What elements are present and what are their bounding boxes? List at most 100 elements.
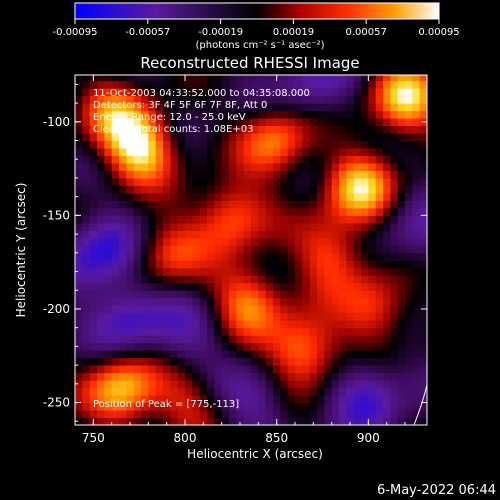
- heatmap-cell: [390, 297, 399, 306]
- heatmap-cell: [412, 245, 421, 254]
- heatmap-cell: [383, 260, 391, 269]
- heatmap-cell: [97, 230, 105, 239]
- heatmap-cell: [383, 80, 391, 89]
- heatmap-cell: [405, 357, 413, 366]
- heatmap-cell: [185, 380, 193, 389]
- heatmap-cell: [339, 312, 347, 321]
- heatmap-cell: [265, 290, 274, 299]
- heatmap-cell: [265, 312, 274, 321]
- heatmap-cell: [236, 350, 245, 359]
- heatmap-cell: [236, 147, 245, 156]
- heatmap-cell: [111, 275, 120, 284]
- heatmap-cell: [273, 282, 281, 291]
- heatmap-cell: [390, 215, 399, 224]
- heatmap-cell: [302, 275, 311, 284]
- heatmap-cell: [163, 95, 171, 104]
- heatmap-cell: [302, 365, 311, 374]
- heatmap-cell: [339, 118, 347, 127]
- heatmap-cell: [155, 275, 164, 284]
- heatmap-cell: [309, 230, 318, 239]
- heatmap-cell: [265, 155, 274, 164]
- heatmap-cell: [163, 185, 171, 194]
- heatmap-cell: [309, 252, 318, 261]
- heatmap-cell: [258, 162, 267, 171]
- heatmap-cell: [419, 75, 427, 82]
- heatmap-cell: [97, 185, 105, 194]
- heatmap-cell: [192, 110, 201, 119]
- annotation-counts: Clean Total counts: 1.08E+03: [93, 124, 253, 135]
- heatmap-cell: [104, 275, 113, 284]
- heatmap-cell: [133, 305, 142, 314]
- heatmap-cell: [243, 177, 252, 186]
- heatmap-cell: [104, 335, 113, 344]
- heatmap-cell: [89, 267, 98, 276]
- heatmap-cell: [397, 88, 406, 97]
- heatmap-cell: [383, 342, 391, 351]
- heatmap-cell: [243, 305, 252, 314]
- heatmap-cell: [177, 327, 186, 336]
- heatmap-cell: [405, 327, 413, 336]
- heatmap-cell: [295, 320, 303, 329]
- heatmap-cell: [412, 103, 421, 112]
- heatmap-cell: [236, 380, 245, 389]
- heatmap-cell: [412, 110, 421, 119]
- heatmap-cell: [192, 133, 201, 142]
- heatmap-cell: [126, 110, 135, 119]
- heatmap-cell: [89, 237, 98, 246]
- heatmap-cell: [229, 395, 237, 404]
- heatmap-cell: [133, 350, 142, 359]
- heatmap-cell: [331, 162, 340, 171]
- heatmap-cell: [236, 200, 245, 209]
- heatmap-cell: [324, 75, 333, 82]
- heatmap-cell: [412, 133, 421, 142]
- heatmap-cell: [309, 155, 318, 164]
- heatmap-cell: [273, 350, 281, 359]
- heatmap-cell: [265, 305, 274, 314]
- heatmap-cell: [295, 155, 303, 164]
- heatmap-cell: [412, 275, 421, 284]
- heatmap-cell: [221, 342, 230, 351]
- heatmap-cell: [155, 155, 164, 164]
- heatmap-cell: [265, 133, 274, 142]
- heatmap-cell: [104, 207, 113, 216]
- heatmap-cell: [419, 327, 427, 336]
- heatmap-cell: [236, 357, 245, 366]
- heatmap-cell: [119, 380, 127, 389]
- heatmap-cell: [302, 327, 311, 336]
- heatmap-cell: [133, 110, 142, 119]
- heatmap-cell: [383, 297, 391, 306]
- heatmap-cell: [287, 207, 296, 216]
- heatmap-cell: [199, 75, 208, 82]
- heatmap-cell: [192, 395, 201, 404]
- heatmap-cell: [251, 342, 259, 351]
- heatmap-cell: [390, 133, 399, 142]
- heatmap-cell: [170, 125, 179, 134]
- heatmap-cell: [148, 103, 157, 112]
- heatmap-cell: [273, 410, 281, 419]
- heatmap-cell: [339, 365, 347, 374]
- heatmap-cell: [361, 95, 369, 104]
- heatmap-cell: [111, 335, 120, 344]
- heatmap-cell: [236, 170, 245, 179]
- heatmap-cell: [229, 267, 237, 276]
- heatmap-cell: [324, 380, 333, 389]
- heatmap-cell: [111, 140, 120, 149]
- heatmap-cell: [265, 110, 274, 119]
- heatmap-cell: [148, 365, 157, 374]
- heatmap-cell: [82, 177, 91, 186]
- heatmap-cell: [163, 372, 171, 381]
- heatmap-cell: [258, 170, 267, 179]
- heatmap-cell: [258, 75, 267, 82]
- heatmap-cell: [89, 170, 98, 179]
- heatmap-cell: [324, 267, 333, 276]
- heatmap-cell: [361, 275, 369, 284]
- heatmap-cell: [236, 312, 245, 321]
- heatmap-cell: [258, 350, 267, 359]
- heatmap-cell: [251, 147, 259, 156]
- heatmap-cell: [155, 380, 164, 389]
- heatmap-cell: [104, 222, 113, 231]
- heatmap-cell: [148, 410, 157, 419]
- heatmap-cell: [185, 95, 193, 104]
- heatmap-cell: [419, 245, 427, 254]
- heatmap-cell: [141, 342, 149, 351]
